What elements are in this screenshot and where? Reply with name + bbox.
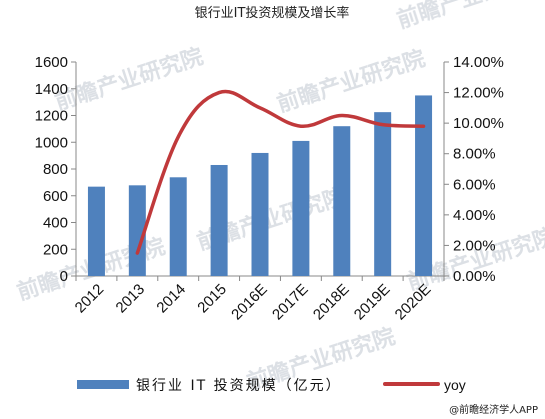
bar [292, 140, 310, 276]
y-left-tick-label: 1600 [35, 54, 68, 71]
x-tick-labels: 2012 2013 2014 20152016E2017E2018E2019E2020… [72, 281, 435, 324]
bar-series [87, 95, 433, 276]
line-series [135, 89, 426, 255]
y-right-tick-label: 10.00% [453, 115, 504, 132]
svg-text:前瞻产业研究院: 前瞻产业研究院 [52, 43, 207, 115]
bar [251, 152, 269, 276]
y-right-tick-label: 4.00% [453, 207, 496, 224]
bar [415, 95, 433, 276]
y-left-tick-label: 200 [43, 241, 68, 258]
x-tick-label: 2019E [351, 281, 394, 324]
chart-title: 银行业IT投资规模及增长率 [195, 5, 350, 21]
bar [87, 186, 105, 276]
y-left-tick-label: 400 [43, 215, 68, 232]
x-tick-label: 2017E [269, 281, 312, 324]
svg-text:前瞻产业研究院: 前瞻产业研究院 [274, 45, 429, 117]
legend-bar-swatch [77, 380, 129, 389]
x-tick-label: 2013 [113, 281, 149, 317]
y-left-tick-label: 0 [60, 268, 68, 285]
bar [210, 164, 228, 276]
credit-text: @前瞻经济学人APP [449, 403, 538, 416]
yoy-line [135, 89, 426, 255]
x-tick-label: 2014 [153, 281, 189, 317]
y-right-tick-label: 6.00% [453, 176, 496, 193]
y-left-tick-labels: 0 200 400 600 800 1000 1200 1400 1600 [35, 54, 68, 285]
bar [333, 126, 351, 276]
y-left-tick-label: 800 [43, 161, 68, 178]
legend-line-label: yoy [444, 377, 466, 393]
bar [374, 112, 392, 276]
bar [169, 177, 187, 276]
y-right-tick-label: 8.00% [453, 146, 496, 163]
legend: 银行业 IT 投资规模（亿元） yoy [77, 377, 466, 394]
legend-bar-label: 银行业 IT 投资规模（亿元） [136, 378, 342, 394]
x-tick-label: 2015 [194, 281, 230, 317]
x-tick-label: 2018E [310, 281, 353, 324]
x-tick-label: 2016E [228, 281, 271, 324]
svg-text:前瞻产业研究院: 前瞻产业研究院 [394, 0, 545, 34]
y-left-tick-label: 1000 [35, 134, 68, 151]
y-left-tick-label: 1200 [35, 108, 68, 125]
y-left-tick-label: 1400 [35, 81, 68, 98]
bar [128, 185, 146, 276]
y-right-tick-label: 14.00% [453, 54, 504, 71]
y-right-tick-label: 12.00% [453, 85, 504, 102]
y-right-tick-label: 0.00% [453, 268, 496, 285]
y-left-tick-label: 600 [43, 188, 68, 205]
y-right-tick-label: 2.00% [453, 237, 496, 254]
y-right-tick-labels: 0.00% 2.00% 4.00% 6.00% 8.00% 10.00% 12.00% 14.… [453, 54, 504, 285]
